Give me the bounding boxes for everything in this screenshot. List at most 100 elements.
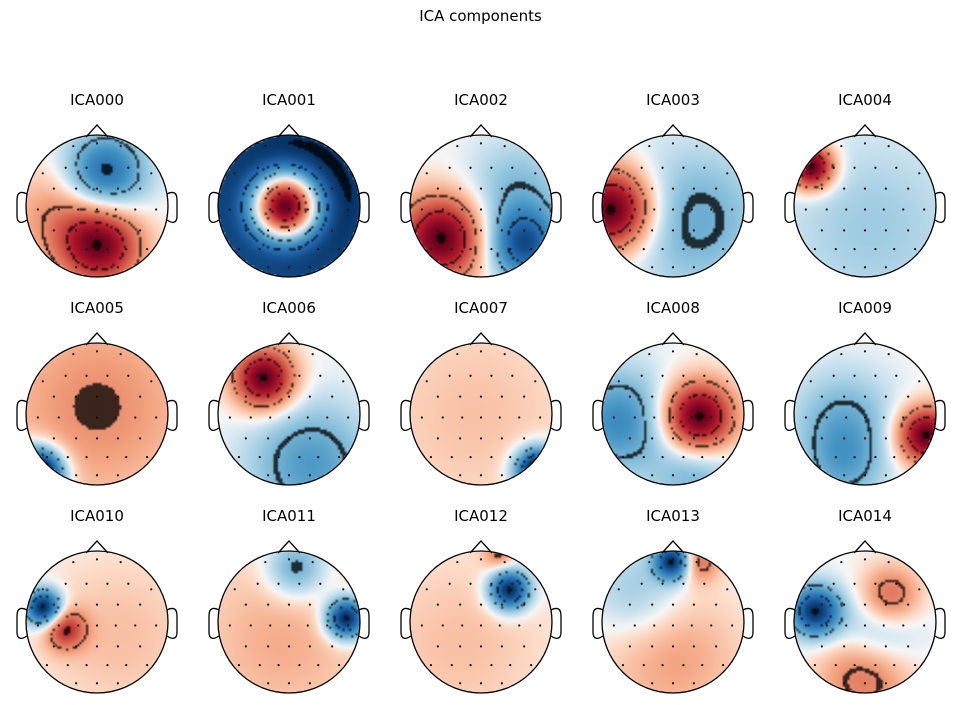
sensor-dot (529, 456, 533, 459)
sensor-dot (863, 142, 867, 145)
sensor-dot (287, 229, 291, 232)
sensor-dot (843, 229, 846, 232)
sensor-dot (267, 603, 270, 606)
sensor-dot (913, 248, 917, 251)
sensor-dot (539, 208, 542, 211)
sensor-dot (895, 374, 898, 377)
sensor-dot (825, 624, 828, 627)
sensor-markers (612, 142, 734, 269)
sensor-dot (882, 624, 885, 627)
sensor-dot (85, 248, 88, 251)
sensor-dot (804, 208, 807, 211)
sensor-dot (661, 664, 664, 667)
sensor-dot (127, 166, 130, 169)
sensor-dot (66, 664, 69, 667)
sensor-dot (874, 248, 877, 251)
left-ear-outline (592, 399, 604, 431)
sensor-dot (715, 229, 718, 232)
sensor-dot (267, 395, 270, 398)
sensor-dot (258, 664, 261, 667)
sensor-dot (127, 582, 130, 585)
sensor-dot (490, 166, 493, 169)
sensor-markers (420, 558, 542, 685)
sensor-dot (479, 558, 483, 561)
sensor-dot (319, 582, 322, 585)
sensor-dot (75, 474, 78, 477)
sensor-dot (287, 266, 291, 269)
sensor-dot (41, 172, 44, 175)
sensor-dot (721, 456, 725, 459)
sensor-dot (498, 208, 501, 211)
sensor-dot (710, 624, 713, 627)
sensor-dot (233, 588, 236, 591)
nose-outline (469, 540, 493, 554)
sensor-dot (95, 208, 99, 211)
sensor-dot (244, 187, 247, 190)
sensor-dot (682, 456, 685, 459)
component-title: ICA006 (262, 299, 316, 317)
sensor-dot (436, 645, 439, 648)
topomap-panel: ICA006 (208, 299, 370, 486)
sensor-dot (809, 588, 812, 591)
sensor-dot (633, 416, 636, 419)
sensor-dot (651, 266, 654, 269)
nose-outline (85, 332, 109, 346)
sensor-dot (692, 187, 695, 190)
component-title: ICA000 (70, 91, 124, 109)
right-ear-outline (358, 607, 370, 639)
sensor-dot (249, 208, 252, 211)
sensor-dot (450, 248, 453, 251)
sensor-dot (834, 664, 837, 667)
sensor-dot (813, 456, 817, 459)
sensor-dot (75, 437, 78, 440)
sensor-dot (75, 603, 78, 606)
sensor-dot (114, 624, 117, 627)
sensor-dot (106, 248, 109, 251)
sensor-dot (95, 142, 99, 145)
sensor-dot (308, 474, 311, 477)
sensor-dot (820, 645, 823, 648)
sensor-dot (308, 187, 311, 190)
sensor-dot (277, 248, 280, 251)
nose-outline (277, 332, 301, 346)
sensor-dot (287, 645, 291, 648)
nose-outline (853, 124, 877, 138)
sensor-dot (264, 145, 267, 148)
sensor-dot (75, 229, 78, 232)
sensor-dot (692, 474, 695, 477)
topomap-panel: ICA007 (400, 299, 562, 486)
sensor-dot (671, 142, 675, 145)
sensor-dot (661, 456, 664, 459)
sensor-dot (347, 416, 350, 419)
nose-outline (469, 124, 493, 138)
sensor-dot (907, 395, 910, 398)
sensor-dot (469, 166, 472, 169)
nose-outline (469, 332, 493, 346)
sensor-dot (127, 374, 130, 377)
component-title: ICA011 (262, 507, 316, 525)
sensor-dot (710, 416, 713, 419)
sensor-dot (661, 248, 664, 251)
sensor-dot (342, 380, 345, 383)
sensor-dot (269, 624, 272, 627)
sensor-dot (72, 561, 75, 564)
sensor-dot (57, 208, 60, 211)
topomap-heatmap (218, 135, 360, 277)
topomap-grid: ICA000 ICA001 ICA002 ICA003 ICA004 ICA005 ICA0… (16, 91, 946, 694)
sensor-dot (840, 145, 843, 148)
sensor-dot (479, 682, 483, 685)
sensor-dot (887, 145, 890, 148)
sensor-dot (77, 208, 80, 211)
topomap-heatmap (218, 343, 360, 485)
sensor-dot (628, 645, 631, 648)
sensor-dot (863, 437, 867, 440)
sensor-dot (139, 603, 142, 606)
left-ear-outline (784, 607, 796, 639)
sensor-dot (834, 456, 837, 459)
sensor-dot (721, 248, 725, 251)
sensor-dot (277, 582, 280, 585)
sensor-dot (277, 374, 280, 377)
sensor-dot (671, 645, 675, 648)
sensor-dot (863, 229, 867, 232)
sensor-dot (267, 266, 270, 269)
